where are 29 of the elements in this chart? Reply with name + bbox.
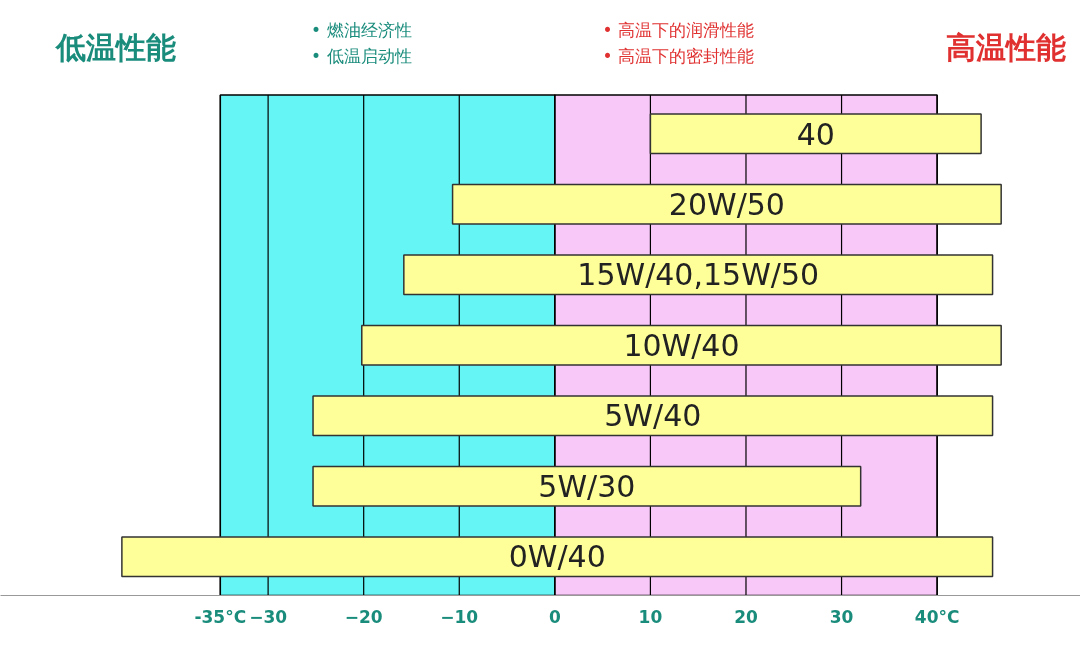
x-tick-label: 40°C (914, 606, 960, 627)
text: 低温性能 (54, 30, 176, 66)
text: 高温性能 (946, 30, 1067, 66)
x-tick-label: −20 (344, 606, 383, 627)
bar (312, 395, 994, 437)
x-tick-label: 20 (734, 606, 758, 627)
y-tick-label: 10W/40 (623, 327, 740, 363)
y-tick-label: 0W/40 (508, 539, 606, 575)
bar (361, 324, 1002, 366)
y-tick-label: 20W/50 (668, 186, 785, 222)
bar (312, 465, 862, 507)
text: • 高温下的润滑性能 (602, 19, 755, 40)
bar (649, 113, 982, 155)
x-tick-label: 0 (548, 606, 561, 627)
y-tick-label: 15W/40,15W/50 (577, 257, 820, 293)
x-tick-label: -35°C (194, 606, 247, 627)
x-tick-label: −10 (440, 606, 479, 627)
bar (403, 254, 994, 296)
y-tick-label: 5W/40 (604, 398, 702, 434)
x-tick-label: 10 (638, 606, 663, 627)
bar (121, 536, 994, 578)
text: • 燃油经济性 (311, 19, 412, 40)
x-tick-label: 30 (829, 606, 854, 627)
y-tick-label: 5W/30 (538, 468, 636, 504)
y-tick-label: 40 (796, 116, 835, 152)
x-tick-label: −30 (249, 606, 288, 627)
text: • 低温启动性 (311, 46, 412, 67)
bar (451, 183, 1002, 225)
text: • 高温下的密封性能 (602, 46, 755, 67)
